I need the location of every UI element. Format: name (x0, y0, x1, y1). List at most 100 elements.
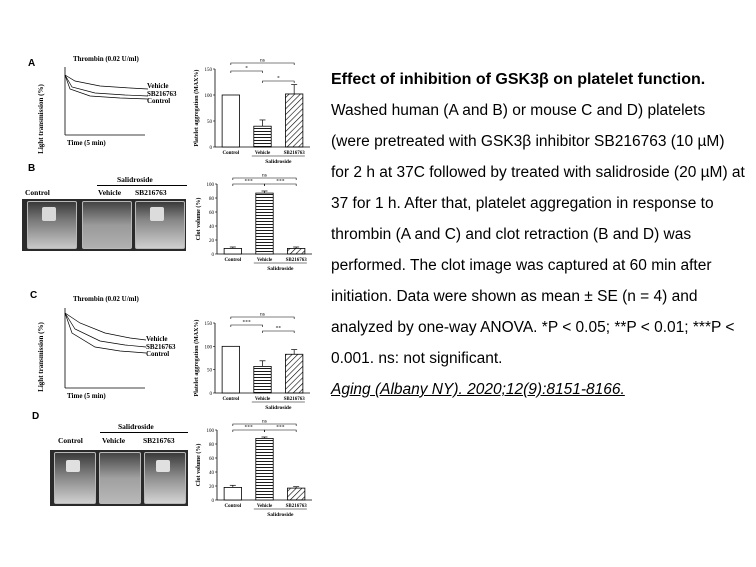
x-tick-label: Control (223, 151, 240, 156)
significance-label: * (245, 66, 248, 72)
x-tick-label: Vehicle (257, 504, 273, 509)
significance-label: ns (260, 312, 265, 318)
trace-control (64, 312, 147, 354)
bar-sb216763 (285, 353, 304, 394)
group-label: Salidroside (265, 405, 292, 411)
bar-chart-d: Clot volume (%) 0 20 40 60 80 100 Control Vehicl… (195, 419, 312, 518)
x-tick-label: Control (225, 504, 242, 509)
significance-label: *** (243, 320, 252, 326)
significance-bracket (230, 316, 295, 319)
tracing-plot (64, 67, 149, 136)
y-tick-label: 100 (207, 183, 215, 188)
significance-label: ns (262, 419, 267, 425)
tracing-x-label: Time (5 min) (67, 392, 106, 400)
y-tick-label: 60 (209, 457, 215, 462)
tracing-x-label: Time (5 min) (67, 139, 106, 147)
bar-control (223, 248, 242, 255)
trace-sb216763 (64, 312, 147, 348)
significance-label: *** (245, 179, 254, 185)
significance-bracket (232, 423, 297, 426)
y-axis-label: Clot volume (%) (195, 444, 202, 487)
y-tick-label: 0 (212, 253, 215, 258)
x-tick-label: Vehicle (255, 397, 271, 402)
caption-body: Washed human (A and B) or mouse C and D)… (331, 102, 745, 367)
bar-control (223, 487, 242, 501)
significance-label: *** (276, 425, 285, 431)
significance-bracket (264, 429, 297, 432)
vial-label-sb216763: SB216763 (135, 188, 167, 197)
y-tick-label: 100 (205, 345, 213, 350)
y-tick-label: 20 (209, 239, 215, 244)
legend-vehicle: Vehicle (147, 82, 169, 90)
significance-bracket (232, 177, 297, 180)
significance-bracket (262, 330, 295, 333)
caption-citation[interactable]: Aging (Albany NY). 2020;12(9):8151-8166. (331, 381, 625, 398)
bar-chart-c: Platelet aggregation (MAX%) 0 50 100 150 Cont… (193, 312, 310, 411)
bar-vehicle (255, 192, 274, 255)
significance-label: *** (276, 179, 285, 185)
significance-bracket (262, 80, 295, 83)
significance-label: ns (262, 173, 267, 179)
trace-sb216763 (64, 74, 149, 97)
bar-control (221, 345, 240, 394)
caption-title: Effect of inhibition of GSK3β on platele… (331, 71, 706, 88)
trace-control (64, 74, 149, 100)
bar-control (221, 94, 240, 148)
panel-letter-b: B (28, 163, 36, 174)
significance-bracket (264, 183, 297, 186)
y-tick-label: 150 (205, 68, 213, 73)
y-tick-label: 40 (209, 225, 215, 230)
x-tick-label: Vehicle (255, 151, 271, 156)
y-axis-label: Platelet aggregation (MAX%) (193, 70, 200, 147)
legend-control: Control (147, 97, 171, 105)
x-tick-label: SB216763 (286, 504, 308, 509)
legend-vehicle: Vehicle (146, 335, 168, 343)
y-tick-label: 80 (209, 197, 215, 202)
y-tick-label: 100 (207, 429, 215, 434)
clot-image (50, 450, 188, 506)
group-label: Salidroside (265, 159, 292, 165)
bar-vehicle (253, 125, 272, 148)
significance-bracket (230, 62, 295, 65)
salidroside-group-label: Salidroside (118, 422, 154, 431)
salidroside-group-label: Salidroside (117, 175, 153, 184)
trace-vehicle (64, 74, 149, 90)
y-tick-label: 40 (209, 471, 215, 476)
vial-label-sb216763: SB216763 (143, 436, 175, 445)
y-tick-label: 0 (210, 392, 213, 397)
tracing-plot (64, 308, 147, 389)
significance-label: *** (245, 425, 254, 431)
x-tick-label: SB216763 (284, 397, 306, 402)
legend-control: Control (146, 350, 170, 358)
vial-label-vehicle: Vehicle (98, 188, 122, 197)
trace-vehicle (64, 312, 147, 341)
y-tick-label: 60 (209, 211, 215, 216)
bar-sb216763 (287, 487, 306, 501)
vial-label-vehicle: Vehicle (102, 436, 126, 445)
y-tick-label: 100 (205, 94, 213, 99)
vial-label-control: Control (25, 188, 50, 197)
y-axis-label: Platelet aggregation (MAX%) (193, 320, 200, 397)
bar-sb216763 (287, 248, 306, 255)
clot-retraction-photo-d: Salidroside Control Vehicle SB216763 (50, 422, 190, 507)
bar-chart-b: Clot volume (%) 0 20 40 60 80 100 Control Vehicl… (195, 173, 312, 272)
y-tick-label: 50 (207, 120, 213, 125)
thrombin-label: Thrombin (0.02 U/ml) (73, 295, 139, 303)
group-label: Salidroside (267, 512, 294, 518)
y-tick-label: 0 (212, 499, 215, 504)
clot-retraction-photo-b: Salidroside Control Vehicle SB216763 (17, 175, 187, 255)
bar-chart-a: Platelet aggregation (MAX%) 0 50 100 150 Cont… (193, 58, 310, 165)
legend-sb216763: SB216763 (147, 90, 177, 98)
aggregation-tracing-a: Thrombin (0.02 U/ml) Light transmission … (37, 55, 180, 155)
thrombin-label: Thrombin (0.02 U/ml) (73, 55, 139, 63)
bar-vehicle (255, 437, 274, 501)
figure-caption: Effect of inhibition of GSK3β on platele… (331, 64, 746, 405)
y-tick-label: 150 (205, 322, 213, 327)
vial-label-control: Control (58, 436, 83, 445)
legend-sb216763: SB216763 (146, 343, 176, 351)
y-tick-label: 50 (207, 369, 213, 374)
group-label: Salidroside (267, 266, 294, 272)
significance-label: ns (260, 58, 265, 64)
significance-bracket (230, 324, 263, 327)
y-tick-label: 80 (209, 443, 215, 448)
